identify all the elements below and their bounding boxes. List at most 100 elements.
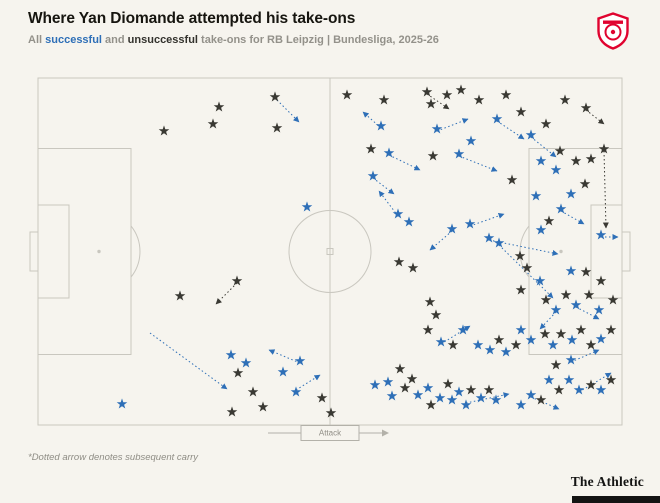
takeon-star: [394, 363, 406, 374]
takeon-star: [535, 155, 547, 166]
takeon-star: [543, 215, 555, 226]
takeon-star: [555, 328, 567, 339]
takeon-star: [435, 336, 447, 347]
left-goal: [29, 231, 39, 272]
takeon-star: [593, 304, 605, 315]
carry-arrow: [268, 349, 301, 364]
takeon-star: [446, 394, 458, 405]
takeon-star: [547, 339, 559, 350]
carry-arrow: [496, 120, 525, 140]
takeon-star: [393, 256, 405, 267]
takeon-star: [207, 118, 219, 129]
carry-arrow: [578, 372, 612, 393]
takeon-star: [510, 339, 522, 350]
footnote: *Dotted arrow denotes subsequent carry: [28, 452, 199, 463]
takeon-star: [465, 135, 477, 146]
takeon-star: [554, 145, 566, 156]
carry-arrow: [426, 93, 450, 110]
takeon-star: [521, 262, 533, 273]
takeon-star: [515, 324, 527, 335]
subtitle-text-1: All: [28, 34, 46, 46]
takeon-star: [367, 170, 379, 181]
takeon-star: [585, 339, 597, 350]
carry-arrow: [458, 155, 498, 172]
takeon-star: [493, 334, 505, 345]
takeon-star: [514, 250, 526, 261]
carry-arrow: [436, 118, 469, 132]
takeon-star: [382, 376, 394, 387]
takeon-star: [442, 378, 454, 389]
takeon-star: [506, 174, 518, 185]
takeon-star: [491, 113, 503, 124]
carry-arrow: [602, 150, 609, 229]
right-penalty-area: [528, 148, 623, 355]
takeon-star: [515, 106, 527, 117]
takeon-star: [553, 384, 565, 395]
takeon-star: [579, 178, 591, 189]
left-penalty-area: [37, 148, 132, 355]
takeon-star: [392, 208, 404, 219]
takeon-star: [225, 349, 237, 360]
takeon-star: [294, 355, 306, 366]
carry-arrow: [539, 311, 557, 330]
carry-arrow: [378, 190, 399, 217]
takeon-star: [605, 324, 617, 335]
takeon-star: [566, 334, 578, 345]
right-goal-area: [590, 204, 623, 299]
takeon-star: [563, 374, 575, 385]
takeon-star: [550, 304, 562, 315]
takeon-star: [585, 153, 597, 164]
takeon-star: [247, 386, 259, 397]
carry-arrow: [570, 349, 600, 363]
takeon-star: [412, 389, 424, 400]
takeon-star: [585, 379, 597, 390]
takeon-star: [383, 147, 395, 158]
takeon-star: [325, 407, 337, 418]
left-penalty-arc: [130, 225, 141, 278]
takeon-star: [483, 384, 495, 395]
takeon-star: [560, 289, 572, 300]
carry-arrow: [429, 230, 453, 251]
takeon-star: [316, 392, 328, 403]
takeon-star: [422, 324, 434, 335]
carry-arrow: [149, 332, 228, 390]
takeon-star: [269, 91, 281, 102]
takeon-star: [607, 294, 619, 305]
takeon-star: [550, 359, 562, 370]
center-circle: [288, 210, 372, 293]
carry-arrow: [560, 210, 585, 225]
takeon-star: [116, 398, 128, 409]
carry-arrow: [498, 244, 554, 299]
carry-arrow: [276, 99, 300, 123]
takeon-star: [231, 275, 243, 286]
carry-arrow: [372, 177, 395, 195]
takeon-star: [500, 89, 512, 100]
takeon-star: [226, 406, 238, 417]
stars-layer: [116, 84, 619, 418]
attack-label: Attack: [319, 429, 342, 438]
takeon-star: [365, 143, 377, 154]
the-athletic-brand-bar: [572, 496, 660, 503]
takeon-star: [473, 94, 485, 105]
carry-arrow: [465, 392, 510, 404]
takeon-star: [543, 374, 555, 385]
takeon-star: [570, 155, 582, 166]
takeon-star: [565, 265, 577, 276]
takeon-star: [583, 289, 595, 300]
left-penalty-spot: [97, 249, 101, 254]
takeon-star: [421, 86, 433, 97]
attack-indicator: Attack: [268, 425, 389, 441]
takeon-star: [595, 229, 607, 240]
carry-arrow: [530, 136, 557, 158]
takeon-star: [277, 366, 289, 377]
takeon-star: [565, 188, 577, 199]
takeon-star: [301, 201, 313, 212]
takeon-star: [434, 392, 446, 403]
takeon-star: [375, 120, 387, 131]
right-goal: [621, 231, 631, 272]
takeon-star: [493, 237, 505, 248]
takeon-star: [424, 296, 436, 307]
chart-title: Where Yan Diomande attempted his take-on…: [28, 10, 356, 27]
